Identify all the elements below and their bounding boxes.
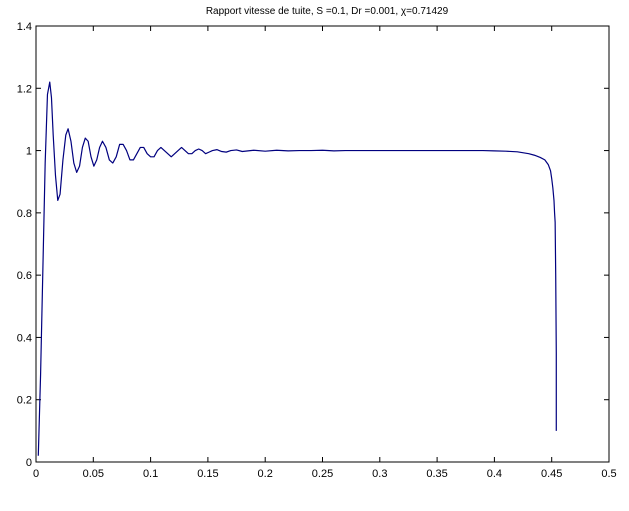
x-tick-label: 0.15: [197, 468, 218, 480]
x-tick-label: 0.35: [426, 468, 447, 480]
x-tick-label: 0.05: [83, 468, 104, 480]
x-tick-label: 0.45: [541, 468, 562, 480]
y-tick-label: 0.4: [17, 332, 32, 344]
x-tick-label: 0.5: [601, 468, 616, 480]
y-tick-label: 0.6: [17, 270, 32, 282]
x-tick-label: 0.4: [487, 468, 502, 480]
y-tick-label: 1: [26, 146, 32, 158]
x-tick-label: 0.1: [143, 468, 158, 480]
x-tick-label: 0.2: [258, 468, 273, 480]
x-tick-label: 0: [33, 468, 39, 480]
y-tick-label: 1.4: [17, 21, 32, 33]
y-tick-label: 1.2: [17, 83, 32, 95]
x-axis: 0 0.05 0.1 0.15 0.2 0.25 0.3 0.35 0.4 0.45 0.5: [33, 26, 617, 480]
y-tick-label: 0: [26, 457, 32, 469]
chart-title: Rapport vitesse de tuite, S =0.1, Dr =0.…: [206, 6, 449, 17]
x-tick-label: 0.3: [372, 468, 387, 480]
y-axis: 0 0.2 0.4 0.6 0.8 1 1.2 1.4: [17, 21, 609, 469]
series-line: [37, 81, 557, 456]
y-tick-label: 0.8: [17, 208, 32, 220]
plot-area: [35, 25, 610, 463]
y-tick-label: 0.2: [17, 395, 32, 407]
x-tick-label: 0.25: [312, 468, 333, 480]
